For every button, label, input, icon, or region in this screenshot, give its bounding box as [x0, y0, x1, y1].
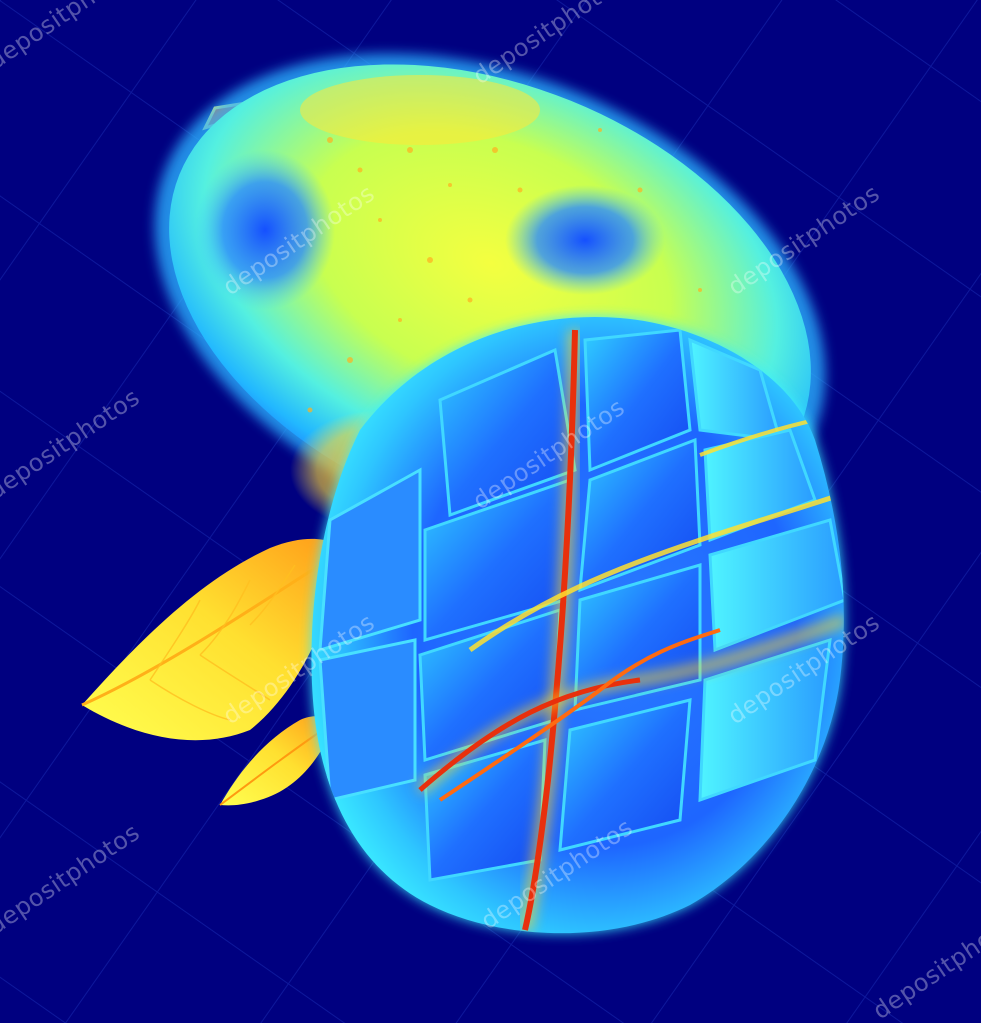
hedgehog-cut-mango-half [311, 316, 844, 934]
mango-leaves [81, 538, 345, 806]
mango-cut-lines [416, 329, 844, 932]
